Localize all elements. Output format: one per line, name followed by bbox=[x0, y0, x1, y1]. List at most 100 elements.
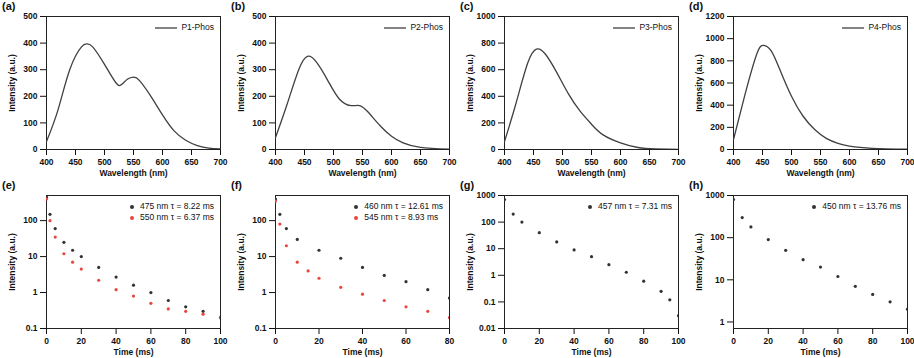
svg-text:Time (ms): Time (ms) bbox=[114, 347, 154, 357]
svg-text:400: 400 bbox=[481, 91, 495, 101]
svg-text:600: 600 bbox=[710, 78, 724, 88]
svg-text:0.1: 0.1 bbox=[255, 323, 267, 333]
svg-text:600: 600 bbox=[384, 157, 398, 167]
svg-text:Time (ms): Time (ms) bbox=[801, 347, 841, 357]
svg-text:1000: 1000 bbox=[706, 33, 725, 43]
svg-text:10: 10 bbox=[715, 275, 725, 285]
svg-text:100: 100 bbox=[900, 336, 914, 346]
svg-text:650: 650 bbox=[413, 157, 427, 167]
svg-text:600: 600 bbox=[613, 157, 627, 167]
svg-text:450: 450 bbox=[68, 157, 82, 167]
svg-text:100: 100 bbox=[252, 118, 266, 128]
svg-text:650: 650 bbox=[871, 157, 885, 167]
svg-text:20: 20 bbox=[314, 336, 324, 346]
svg-text:1: 1 bbox=[491, 270, 496, 280]
svg-text:60: 60 bbox=[401, 336, 411, 346]
svg-text:60: 60 bbox=[146, 336, 156, 346]
svg-text:40: 40 bbox=[798, 336, 808, 346]
svg-text:550: 550 bbox=[584, 157, 598, 167]
svg-text:100: 100 bbox=[671, 336, 685, 346]
svg-text:0.1: 0.1 bbox=[26, 323, 38, 333]
svg-text:400: 400 bbox=[710, 100, 724, 110]
svg-text:0: 0 bbox=[731, 336, 736, 346]
svg-text:450: 450 bbox=[297, 157, 311, 167]
svg-text:80: 80 bbox=[181, 336, 191, 346]
svg-text:0.01: 0.01 bbox=[479, 323, 496, 333]
svg-text:1: 1 bbox=[262, 287, 267, 297]
svg-text:0: 0 bbox=[33, 144, 38, 154]
svg-text:0: 0 bbox=[502, 336, 507, 346]
svg-text:700: 700 bbox=[900, 157, 914, 167]
svg-text:20: 20 bbox=[535, 336, 545, 346]
svg-text:0.1: 0.1 bbox=[484, 297, 496, 307]
svg-text:400: 400 bbox=[497, 157, 511, 167]
svg-text:Intensity (a.u.): Intensity (a.u.) bbox=[236, 54, 246, 112]
svg-text:800: 800 bbox=[481, 38, 495, 48]
svg-text:40: 40 bbox=[569, 336, 579, 346]
svg-text:450: 450 bbox=[755, 157, 769, 167]
svg-text:Wavelength (nm): Wavelength (nm) bbox=[557, 168, 625, 178]
svg-text:60: 60 bbox=[833, 336, 843, 346]
svg-text:400: 400 bbox=[268, 157, 282, 167]
svg-text:1200: 1200 bbox=[706, 11, 725, 21]
svg-text:400: 400 bbox=[23, 38, 37, 48]
svg-text:Intensity (a.u.): Intensity (a.u.) bbox=[7, 54, 17, 112]
svg-text:300: 300 bbox=[252, 64, 266, 74]
svg-text:500: 500 bbox=[252, 11, 266, 21]
svg-text:Time (ms): Time (ms) bbox=[572, 347, 612, 357]
svg-text:40: 40 bbox=[358, 336, 368, 346]
svg-text:Wavelength (nm): Wavelength (nm) bbox=[99, 168, 167, 178]
svg-text:0: 0 bbox=[262, 144, 267, 154]
svg-text:600: 600 bbox=[842, 157, 856, 167]
svg-text:200: 200 bbox=[481, 118, 495, 128]
svg-text:500: 500 bbox=[326, 157, 340, 167]
svg-text:600: 600 bbox=[155, 157, 169, 167]
svg-text:550: 550 bbox=[813, 157, 827, 167]
svg-text:Wavelength (nm): Wavelength (nm) bbox=[786, 168, 854, 178]
svg-text:1000: 1000 bbox=[477, 190, 496, 200]
svg-text:10: 10 bbox=[28, 251, 38, 261]
svg-text:650: 650 bbox=[642, 157, 656, 167]
svg-text:550: 550 bbox=[126, 157, 140, 167]
svg-text:Intensity (a.u.): Intensity (a.u.) bbox=[465, 233, 475, 291]
svg-text:100: 100 bbox=[23, 118, 37, 128]
svg-text:400: 400 bbox=[726, 157, 740, 167]
svg-text:Intensity (a.u.): Intensity (a.u.) bbox=[694, 54, 704, 112]
svg-text:0: 0 bbox=[44, 336, 49, 346]
svg-text:200: 200 bbox=[23, 91, 37, 101]
svg-text:10: 10 bbox=[257, 251, 267, 261]
svg-text:800: 800 bbox=[710, 56, 724, 66]
svg-text:200: 200 bbox=[710, 122, 724, 132]
svg-text:500: 500 bbox=[23, 11, 37, 21]
svg-text:100: 100 bbox=[481, 217, 495, 227]
svg-text:60: 60 bbox=[604, 336, 614, 346]
svg-text:Intensity (a.u.): Intensity (a.u.) bbox=[7, 233, 17, 291]
svg-text:200: 200 bbox=[252, 91, 266, 101]
svg-text:80: 80 bbox=[868, 336, 878, 346]
svg-text:500: 500 bbox=[555, 157, 569, 167]
svg-text:20: 20 bbox=[764, 336, 774, 346]
svg-text:Time (ms): Time (ms) bbox=[343, 347, 383, 357]
svg-text:1000: 1000 bbox=[477, 11, 496, 21]
svg-text:400: 400 bbox=[252, 38, 266, 48]
svg-text:100: 100 bbox=[23, 215, 37, 225]
svg-text:0: 0 bbox=[273, 336, 278, 346]
svg-text:40: 40 bbox=[111, 336, 121, 346]
svg-text:100: 100 bbox=[710, 232, 724, 242]
svg-text:0: 0 bbox=[491, 144, 496, 154]
svg-text:700: 700 bbox=[213, 157, 227, 167]
svg-text:300: 300 bbox=[23, 64, 37, 74]
svg-text:600: 600 bbox=[481, 64, 495, 74]
svg-text:1: 1 bbox=[720, 317, 725, 327]
svg-text:1: 1 bbox=[33, 287, 38, 297]
svg-text:Wavelength (nm): Wavelength (nm) bbox=[328, 168, 396, 178]
svg-text:700: 700 bbox=[442, 157, 456, 167]
svg-text:Intensity (a.u.): Intensity (a.u.) bbox=[465, 54, 475, 112]
svg-text:700: 700 bbox=[671, 157, 685, 167]
svg-text:450: 450 bbox=[526, 157, 540, 167]
svg-text:100: 100 bbox=[252, 215, 266, 225]
svg-text:1000: 1000 bbox=[706, 190, 725, 200]
svg-text:650: 650 bbox=[184, 157, 198, 167]
svg-text:0: 0 bbox=[720, 144, 725, 154]
svg-text:400: 400 bbox=[39, 157, 53, 167]
